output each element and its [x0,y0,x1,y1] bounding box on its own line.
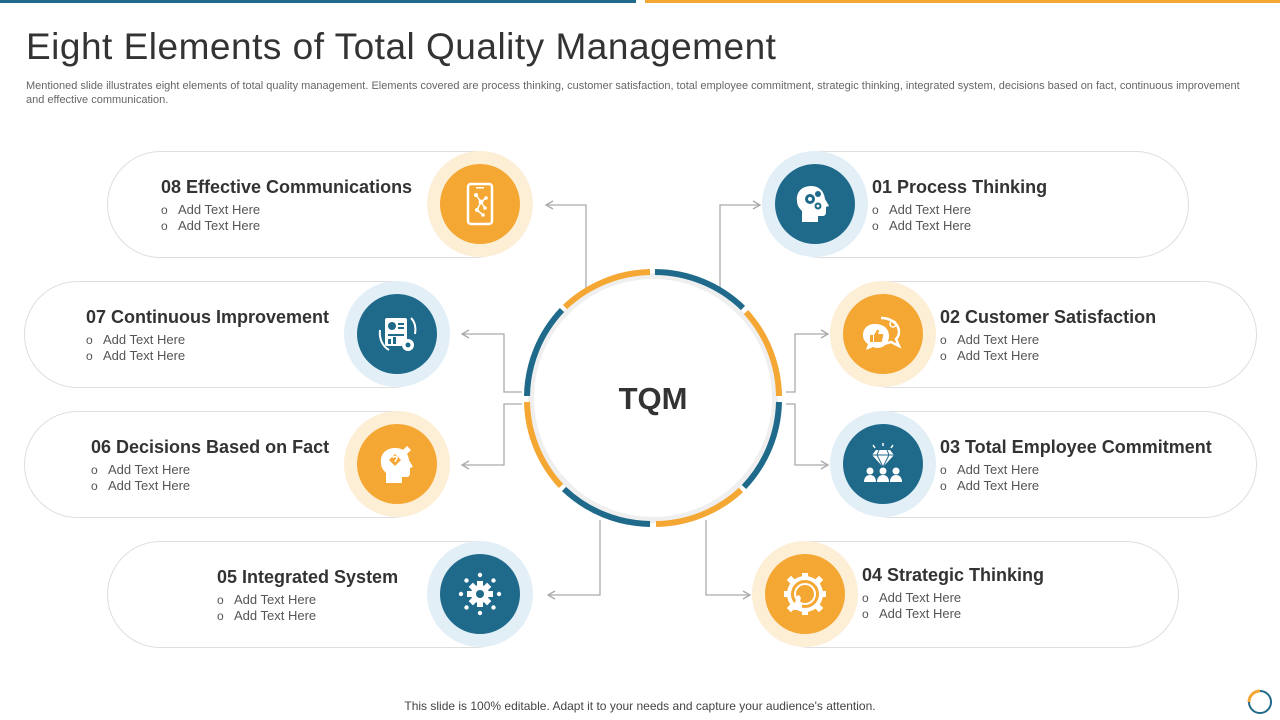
element-title-02: 02 Customer Satisfaction [940,307,1157,327]
head-gears-icon [796,186,829,222]
bullet-item: Add Text Here [217,592,316,608]
bullet-item: Add Text Here [872,218,971,234]
element-title-07: 07 Continuous Improvement [86,307,330,327]
element-bullets-04: Add Text Here Add Text Here [862,590,961,622]
element-title-04: 04 Strategic Thinking [862,565,1045,585]
top-accent-bar-orange [645,0,1280,3]
gear-network-icon [458,572,502,616]
top-accent-bar-blue [0,0,636,3]
bullet-item: Add Text Here [161,218,260,234]
connector-06 [460,403,522,470]
bullet-item: Add Text Here [91,478,190,494]
team-diamond-icon [864,443,902,482]
bullet-item: Add Text Here [940,462,1039,478]
bullet-item: Add Text Here [940,348,1039,364]
gear-chess-icon [784,573,826,615]
tqm-center-label: TQM [618,381,688,416]
connector-04 [705,520,752,600]
bullet-item: Add Text Here [91,462,190,478]
bullet-item: Add Text Here [86,348,185,364]
brand-logo-icon [1247,689,1272,714]
bullet-item: Add Text Here [862,590,961,606]
element-icon-badge-07 [344,281,450,387]
element-title-03: 03 Total Employee Commitment [940,437,1212,457]
element-bullets-07: Add Text Here Add Text Here [86,332,185,364]
bullet-item: Add Text Here [86,332,185,348]
connector-01 [719,200,762,288]
element-icon-badge-08 [427,151,533,257]
element-icon-badge-01 [762,151,868,257]
page-title: Eight Elements of Total Quality Manageme… [26,26,777,67]
element-title-06: 06 Decisions Based on Fact [91,437,330,457]
element-title-05: 05 Integrated System [217,567,399,587]
speech-bubble-thumbs-up-icon [863,316,902,350]
bullet-item: Add Text Here [872,202,971,218]
element-icon-badge-04 [752,541,858,647]
report-cycle-icon [378,317,417,351]
connector-02 [786,329,830,393]
bullet-item: Add Text Here [862,606,961,622]
connector-07 [460,329,522,393]
page-subtitle: Mentioned slide illustrates eight elemen… [26,80,1240,106]
footer-note: This slide is 100% editable. Adapt it to… [404,699,876,713]
element-bullets-01: Add Text Here Add Text Here [872,202,971,234]
element-bullets-06: Add Text Here Add Text Here [91,462,190,494]
connector-08 [544,200,587,288]
smartphone-network-icon [466,182,494,226]
bullet-item: Add Text Here [940,332,1039,348]
element-icon-badge-03 [830,411,936,517]
element-bullets-08: Add Text Here Add Text Here [161,202,260,234]
element-bullets-03: Add Text Here Add Text Here [940,462,1039,494]
element-icon-badge-06 [344,411,450,517]
element-bullets-05: Add Text Here Add Text Here [217,592,316,624]
element-icon-badge-02 [830,281,936,387]
bullet-item: Add Text Here [940,478,1039,494]
element-title-01: 01 Process Thinking [872,177,1048,197]
bullet-item: Add Text Here [161,202,260,218]
connector-03 [786,403,830,470]
connector-05 [546,520,601,600]
bullet-item: Add Text Here [217,608,316,624]
element-icon-badge-05 [427,541,533,647]
element-bullets-02: Add Text Here Add Text Here [940,332,1039,364]
element-title-08: 08 Effective Communications [161,177,413,197]
head-question-icon [380,446,413,483]
